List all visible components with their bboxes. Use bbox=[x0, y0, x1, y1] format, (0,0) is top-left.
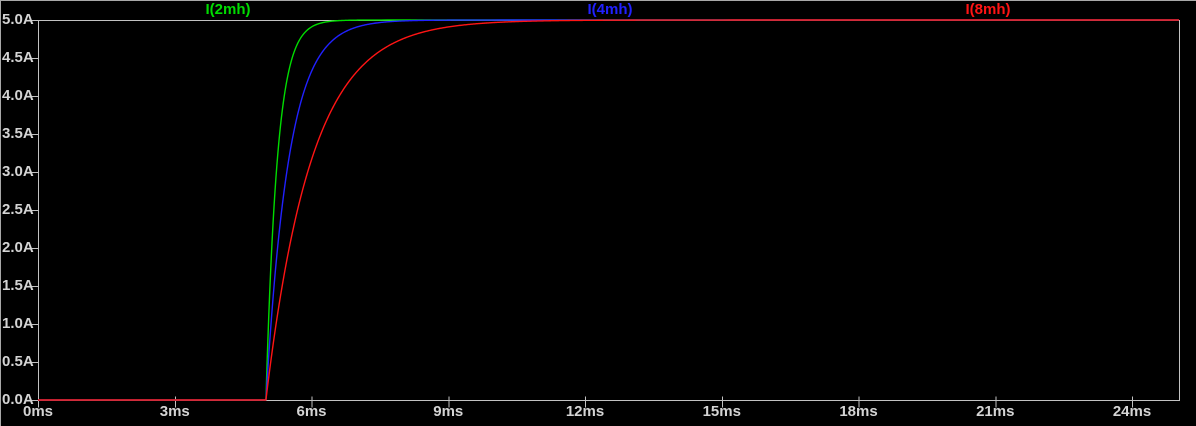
y-tick-label: 3.0A bbox=[2, 163, 34, 180]
x-tick-label: 0ms bbox=[22, 403, 54, 420]
x-tick-label: 3ms bbox=[159, 403, 190, 420]
y-tick-label: 3.5A bbox=[2, 125, 34, 142]
x-tick-label: 6ms bbox=[296, 403, 327, 420]
x-tick-label: 9ms bbox=[433, 403, 464, 420]
pane-border-top bbox=[0, 0, 1196, 1]
x-tick-label: 12ms bbox=[565, 403, 605, 420]
y-tick-label: 2.0A bbox=[2, 239, 34, 256]
y-tick-label: 2.5A bbox=[2, 201, 34, 218]
y-tick-label: 1.0A bbox=[2, 315, 34, 332]
x-tick-label: 15ms bbox=[702, 403, 741, 420]
x-tick-label: 24ms bbox=[1112, 403, 1152, 420]
pane-border-left bbox=[0, 0, 1, 426]
y-tick-label: 5.0A bbox=[2, 11, 34, 28]
trace-i4mh bbox=[38, 19, 1179, 401]
legend-label-i2mh[interactable]: I(2mh) bbox=[205, 1, 251, 18]
trace-i2mh bbox=[38, 19, 1179, 401]
y-tick-label: 0.0A bbox=[2, 391, 34, 408]
legend-label-i8mh[interactable]: I(8mh) bbox=[965, 1, 1011, 18]
plot-box bbox=[38, 20, 1180, 401]
y-tick-label: 0.5A bbox=[2, 353, 34, 370]
x-tick-label: 21ms bbox=[976, 403, 1015, 420]
trace-i8mh bbox=[38, 19, 1180, 401]
y-tick-label: 4.0A bbox=[2, 87, 34, 104]
legend-label-i4mh[interactable]: I(4mh) bbox=[587, 1, 633, 18]
y-tick-label: 1.5A bbox=[2, 277, 34, 294]
x-tick-label: 18ms bbox=[839, 403, 878, 420]
y-tick-label: 4.5A bbox=[2, 49, 34, 66]
